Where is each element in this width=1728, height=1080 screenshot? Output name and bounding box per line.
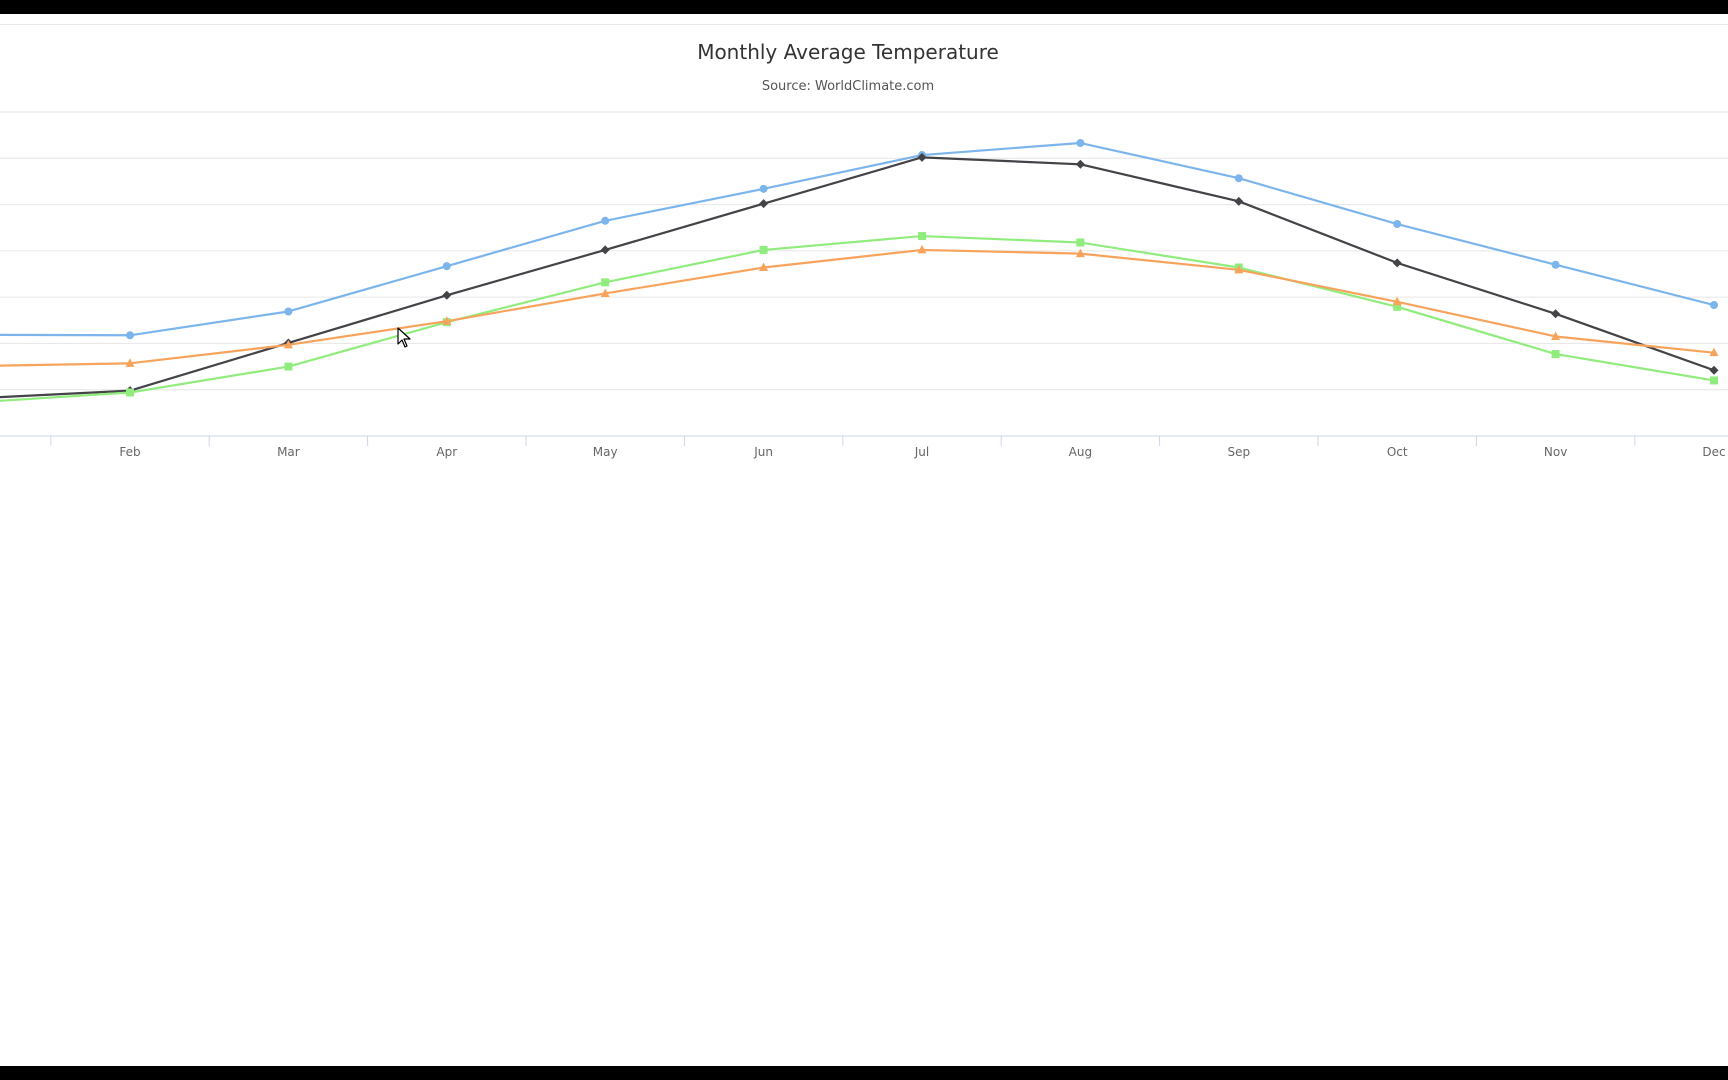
series-line-2 — [0, 156, 1716, 399]
x-tick-label: Mar — [277, 445, 300, 459]
series-line-4 — [0, 248, 1716, 367]
top-divider — [0, 24, 1728, 25]
series-1-point[interactable] — [126, 331, 134, 340]
x-tick-label: Sep — [1227, 445, 1250, 459]
series-4-point[interactable] — [125, 358, 135, 367]
series-1-point[interactable] — [759, 184, 768, 193]
x-tick-label: Oct — [1387, 445, 1408, 459]
series-2-point[interactable] — [1075, 159, 1085, 169]
series-3-point[interactable] — [601, 278, 610, 287]
bottom-black-bar — [0, 1066, 1728, 1080]
series-1-point[interactable] — [1234, 174, 1243, 183]
series-1-point[interactable] — [1076, 139, 1085, 148]
series-4-point[interactable] — [283, 339, 293, 349]
x-tick-label: Nov — [1544, 445, 1567, 459]
x-tick-label: Feb — [119, 445, 140, 459]
mouse-cursor-icon — [397, 327, 411, 348]
x-tick-label: May — [593, 445, 618, 459]
series-line-3 — [0, 234, 1716, 402]
series-3-point[interactable] — [1710, 376, 1718, 385]
series-3-point[interactable] — [126, 388, 134, 397]
x-tick-label: Dec — [1702, 445, 1725, 459]
series-4-point[interactable] — [442, 316, 452, 325]
series-1-point[interactable] — [1551, 260, 1560, 269]
x-tick-label: Apr — [436, 445, 457, 459]
series-3-point[interactable] — [1393, 302, 1402, 311]
series-2-point[interactable] — [1234, 196, 1244, 206]
series-1-point[interactable] — [601, 216, 610, 225]
series-2-point[interactable] — [1551, 309, 1561, 319]
x-tick-label: Jul — [914, 445, 929, 459]
series-3-point[interactable] — [1076, 238, 1085, 247]
chart-title: Monthly Average Temperature — [697, 40, 999, 64]
series-1-point[interactable] — [284, 307, 293, 316]
series-2-point[interactable] — [1709, 365, 1719, 375]
series-4-point[interactable] — [1709, 347, 1719, 357]
series-2-point[interactable] — [600, 245, 610, 255]
series-4-point[interactable] — [1392, 296, 1402, 306]
chart-subtitle: Source: WorldClimate.com — [761, 79, 935, 94]
series-2-point[interactable] — [917, 152, 927, 162]
series-4-point[interactable] — [759, 262, 769, 272]
series-4-point[interactable] — [917, 244, 927, 254]
series-3-point[interactable] — [284, 362, 293, 371]
series-1-point[interactable] — [1393, 220, 1402, 229]
series-4-point[interactable] — [1075, 248, 1085, 258]
series-2-point[interactable] — [759, 199, 769, 209]
x-tick-label: Jun — [753, 445, 773, 459]
series-3-point[interactable] — [918, 232, 926, 241]
series-4-point[interactable] — [1551, 331, 1561, 340]
series-4-point[interactable] — [1234, 264, 1244, 274]
series-1-point[interactable] — [1710, 301, 1718, 310]
series-3-point[interactable] — [759, 245, 768, 254]
series-2-point[interactable] — [442, 290, 452, 300]
series-3-point[interactable] — [1551, 350, 1560, 359]
x-tick-label: Aug — [1069, 445, 1092, 459]
series-1-point[interactable] — [442, 262, 451, 271]
series-line-1 — [0, 141, 1716, 337]
series-2-point[interactable] — [1392, 258, 1402, 268]
series-4-point[interactable] — [600, 288, 610, 297]
top-black-bar — [0, 0, 1728, 14]
